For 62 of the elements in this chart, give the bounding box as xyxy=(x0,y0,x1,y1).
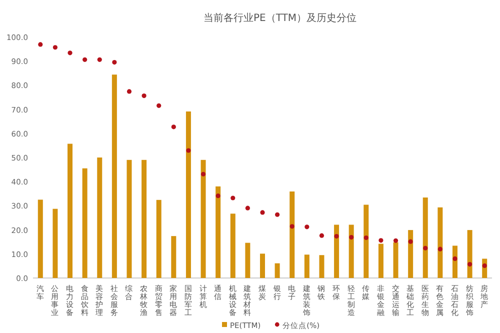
bar xyxy=(97,158,102,278)
point xyxy=(200,172,206,176)
point xyxy=(452,256,458,262)
point xyxy=(408,239,413,244)
bar xyxy=(68,144,73,278)
point xyxy=(52,45,58,50)
point xyxy=(423,246,428,250)
bar xyxy=(142,160,147,278)
bar xyxy=(126,160,132,278)
bar xyxy=(452,246,458,278)
point xyxy=(142,94,146,98)
point xyxy=(364,235,368,240)
point xyxy=(334,234,339,239)
point xyxy=(349,234,354,240)
bar xyxy=(260,254,265,278)
point xyxy=(290,224,294,229)
point xyxy=(467,262,472,267)
point xyxy=(97,57,102,62)
bar xyxy=(290,191,295,278)
point xyxy=(482,263,487,268)
point xyxy=(438,246,442,252)
point xyxy=(186,148,191,153)
bar xyxy=(364,204,369,278)
bar xyxy=(230,214,236,278)
bar xyxy=(304,254,310,278)
bar xyxy=(319,255,324,278)
bar xyxy=(38,200,43,278)
bar xyxy=(378,244,384,278)
point xyxy=(304,224,310,230)
point xyxy=(260,210,265,215)
point xyxy=(112,60,117,65)
bar xyxy=(112,74,117,278)
bar xyxy=(393,242,398,278)
point xyxy=(378,238,384,243)
bar xyxy=(82,168,88,278)
point xyxy=(230,196,236,200)
chart-title: 当前各行业PE（TTM）及历史分位 xyxy=(203,12,357,24)
bar xyxy=(186,111,191,278)
bar xyxy=(171,236,176,278)
point xyxy=(275,212,280,217)
bar xyxy=(334,224,340,278)
point xyxy=(245,206,250,210)
bar xyxy=(245,242,250,278)
point xyxy=(126,89,132,94)
bar xyxy=(467,230,472,278)
bar xyxy=(156,200,162,278)
point xyxy=(393,238,398,243)
bar xyxy=(216,186,221,278)
point xyxy=(216,194,220,198)
point xyxy=(156,103,162,108)
point xyxy=(319,233,324,238)
bar xyxy=(274,263,280,278)
bar xyxy=(408,230,414,278)
bar xyxy=(52,208,58,278)
point xyxy=(171,124,176,130)
bar xyxy=(348,224,354,278)
point xyxy=(82,57,88,62)
bar xyxy=(438,207,443,278)
bar xyxy=(200,160,206,278)
point xyxy=(38,42,43,47)
bar xyxy=(422,198,428,278)
point xyxy=(68,50,72,56)
